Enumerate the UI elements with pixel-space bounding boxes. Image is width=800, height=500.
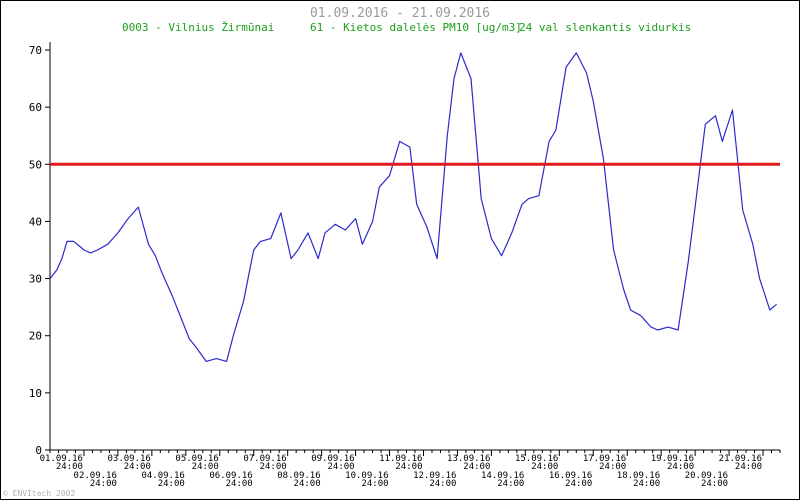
- x-tick-time-label: 24:00: [260, 462, 287, 472]
- y-axis: 0 10 20 30 40 50 60 70: [29, 42, 51, 457]
- y-tick-label: 0: [35, 444, 42, 457]
- x-tick-date-label: 11.09.16: [379, 454, 422, 464]
- x-tick-date-label: 02.09.16: [74, 471, 117, 481]
- x-tick-time-label: 24:00: [395, 462, 422, 472]
- x-tick-time-label: 24:00: [56, 462, 83, 472]
- x-tick-date-label: 04.09.16: [141, 471, 184, 481]
- x-tick-date-label: 10.09.16: [345, 471, 388, 481]
- x-tick-time-label: 24:00: [497, 479, 524, 489]
- x-tick-date-label: 12.09.16: [413, 471, 456, 481]
- x-tick-date-label: 21.09.16: [719, 454, 762, 464]
- x-tick-date-label: 09.09.16: [311, 454, 354, 464]
- x-tick-date-label: 08.09.16: [277, 471, 320, 481]
- x-tick-date-label: 06.09.16: [209, 471, 252, 481]
- y-tick-label: 20: [29, 330, 42, 343]
- x-tick-date-label: 19.09.16: [651, 454, 694, 464]
- y-tick-label: 40: [29, 215, 42, 228]
- x-tick-time-label: 24:00: [90, 479, 117, 489]
- x-tick-date-label: 18.09.16: [617, 471, 660, 481]
- x-tick-date-label: 16.09.16: [549, 471, 592, 481]
- x-tick-time-label: 24:00: [735, 462, 762, 472]
- x-tick-time-label: 24:00: [429, 479, 456, 489]
- station-label: 0003 - Vilnius Žirmūnai: [122, 21, 274, 34]
- chart-date-range: 01.09.2016 - 21.09.2016: [310, 6, 490, 21]
- x-tick-time-label: 24:00: [633, 479, 660, 489]
- pm10-series-line: [49, 52, 777, 362]
- envitech-credit: © ENVItech 2002: [3, 489, 75, 498]
- y-tick-label: 70: [29, 44, 42, 57]
- x-tick-time-label: 24:00: [158, 479, 185, 489]
- x-tick-time-label: 24:00: [565, 479, 592, 489]
- x-tick-date-label: 17.09.16: [583, 454, 626, 464]
- y-tick-label: 10: [29, 387, 42, 400]
- x-tick-time-label: 24:00: [327, 462, 354, 472]
- x-tick-time-label: 24:00: [361, 479, 388, 489]
- x-tick-date-label: 07.09.16: [243, 454, 286, 464]
- series-group: [49, 52, 777, 362]
- x-tick-time-label: 24:00: [463, 462, 490, 472]
- x-tick-date-label: 14.09.16: [481, 471, 524, 481]
- x-tick-date-label: 13.09.16: [447, 454, 490, 464]
- pollutant-label: 61 - Kietos dalelės PM10 [ug/m3]: [310, 21, 522, 34]
- x-tick-time-label: 24:00: [531, 462, 558, 472]
- x-tick-time-label: 24:00: [667, 462, 694, 472]
- x-axis: 01.09.1624:0002.09.1624:0003.09.1624:000…: [40, 449, 781, 489]
- y-tick-label: 30: [29, 273, 42, 286]
- x-tick-time-label: 24:00: [192, 462, 219, 472]
- y-tick-label: 60: [29, 101, 42, 114]
- x-tick-date-label: 20.09.16: [685, 471, 728, 481]
- x-tick-date-label: 05.09.16: [175, 454, 218, 464]
- x-tick-date-label: 15.09.16: [515, 454, 558, 464]
- x-tick-time-label: 24:00: [226, 479, 253, 489]
- x-tick-date-label: 03.09.16: [108, 454, 151, 464]
- x-tick-time-label: 24:00: [599, 462, 626, 472]
- averaging-label: 24 val slenkantis vidurkis: [519, 21, 691, 34]
- x-tick-time-label: 24:00: [124, 462, 151, 472]
- x-tick-time-label: 24:00: [701, 479, 728, 489]
- x-tick-time-label: 24:00: [294, 479, 321, 489]
- x-tick-date-label: 01.09.16: [40, 454, 83, 464]
- y-tick-label: 50: [29, 158, 42, 171]
